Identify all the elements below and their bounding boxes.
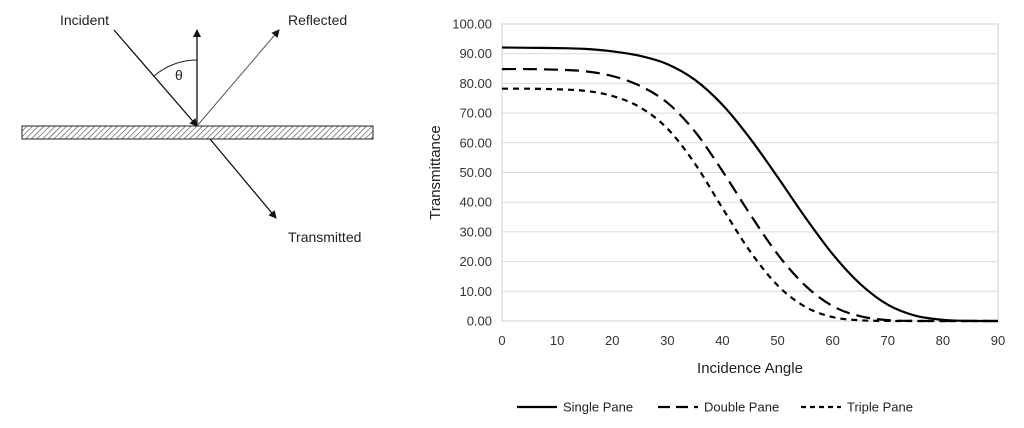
reflected-ray [196,29,280,127]
y-tick-label: 0.00 [467,314,492,329]
series-line-single-pane [501,46,999,323]
y-tick-label: 90.00 [459,46,492,61]
gridlines [502,23,998,322]
chart-legend: Single Pane Double Pane Triple Pane [517,400,913,415]
y-tick-label: 10.00 [459,284,492,299]
x-tick-label: 70 [881,333,895,348]
y-tick-label: 100.00 [452,17,492,32]
y-tick-label: 80.00 [459,76,492,91]
y-tick-label: 60.00 [459,135,492,150]
y-tick-label: 20.00 [459,254,492,269]
transmittance-chart: 0.00 10.00 20.00 30.00 40.00 50.00 60.00 70.00 8… [427,17,1005,415]
x-axis-title: Incidence Angle [697,360,803,377]
legend-label: Single Pane [563,400,633,415]
x-tick-label: 30 [660,333,674,348]
angle-arc [153,59,198,77]
angle-theta-label: θ [175,67,183,83]
incident-label: Incident [60,12,109,28]
y-tick-label: 70.00 [459,106,492,121]
x-tick-label: 90 [991,333,1005,348]
series-line-triple-pane [501,87,998,323]
x-axis-ticks: 0 10 20 30 40 50 60 70 80 90 [498,333,1005,348]
x-tick-label: 80 [936,333,950,348]
x-tick-label: 60 [825,333,839,348]
x-tick-label: 0 [498,333,505,348]
transmitted-ray [209,138,277,219]
x-tick-label: 50 [770,333,784,348]
series-lines [501,46,999,323]
y-axis-ticks: 0.00 10.00 20.00 30.00 40.00 50.00 60.00 70.00 8… [452,17,492,329]
transmitted-label: Transmitted [288,229,361,245]
x-tick-label: 10 [550,333,564,348]
reflected-label: Reflected [288,12,347,28]
plot-frame [501,23,999,322]
incident-ray [113,29,198,127]
legend-label: Triple Pane [847,400,913,415]
y-tick-label: 40.00 [459,195,492,210]
x-tick-label: 20 [605,333,619,348]
y-axis-title: Transmittance [427,125,444,219]
refraction-diagram: Incident Reflected Transmitted θ [21,12,374,245]
y-tick-label: 50.00 [459,165,492,180]
series-line-double-pane [501,67,998,323]
legend-label: Double Pane [704,400,779,415]
x-tick-label: 40 [715,333,729,348]
glass-pane [21,125,374,140]
y-tick-label: 30.00 [459,224,492,239]
